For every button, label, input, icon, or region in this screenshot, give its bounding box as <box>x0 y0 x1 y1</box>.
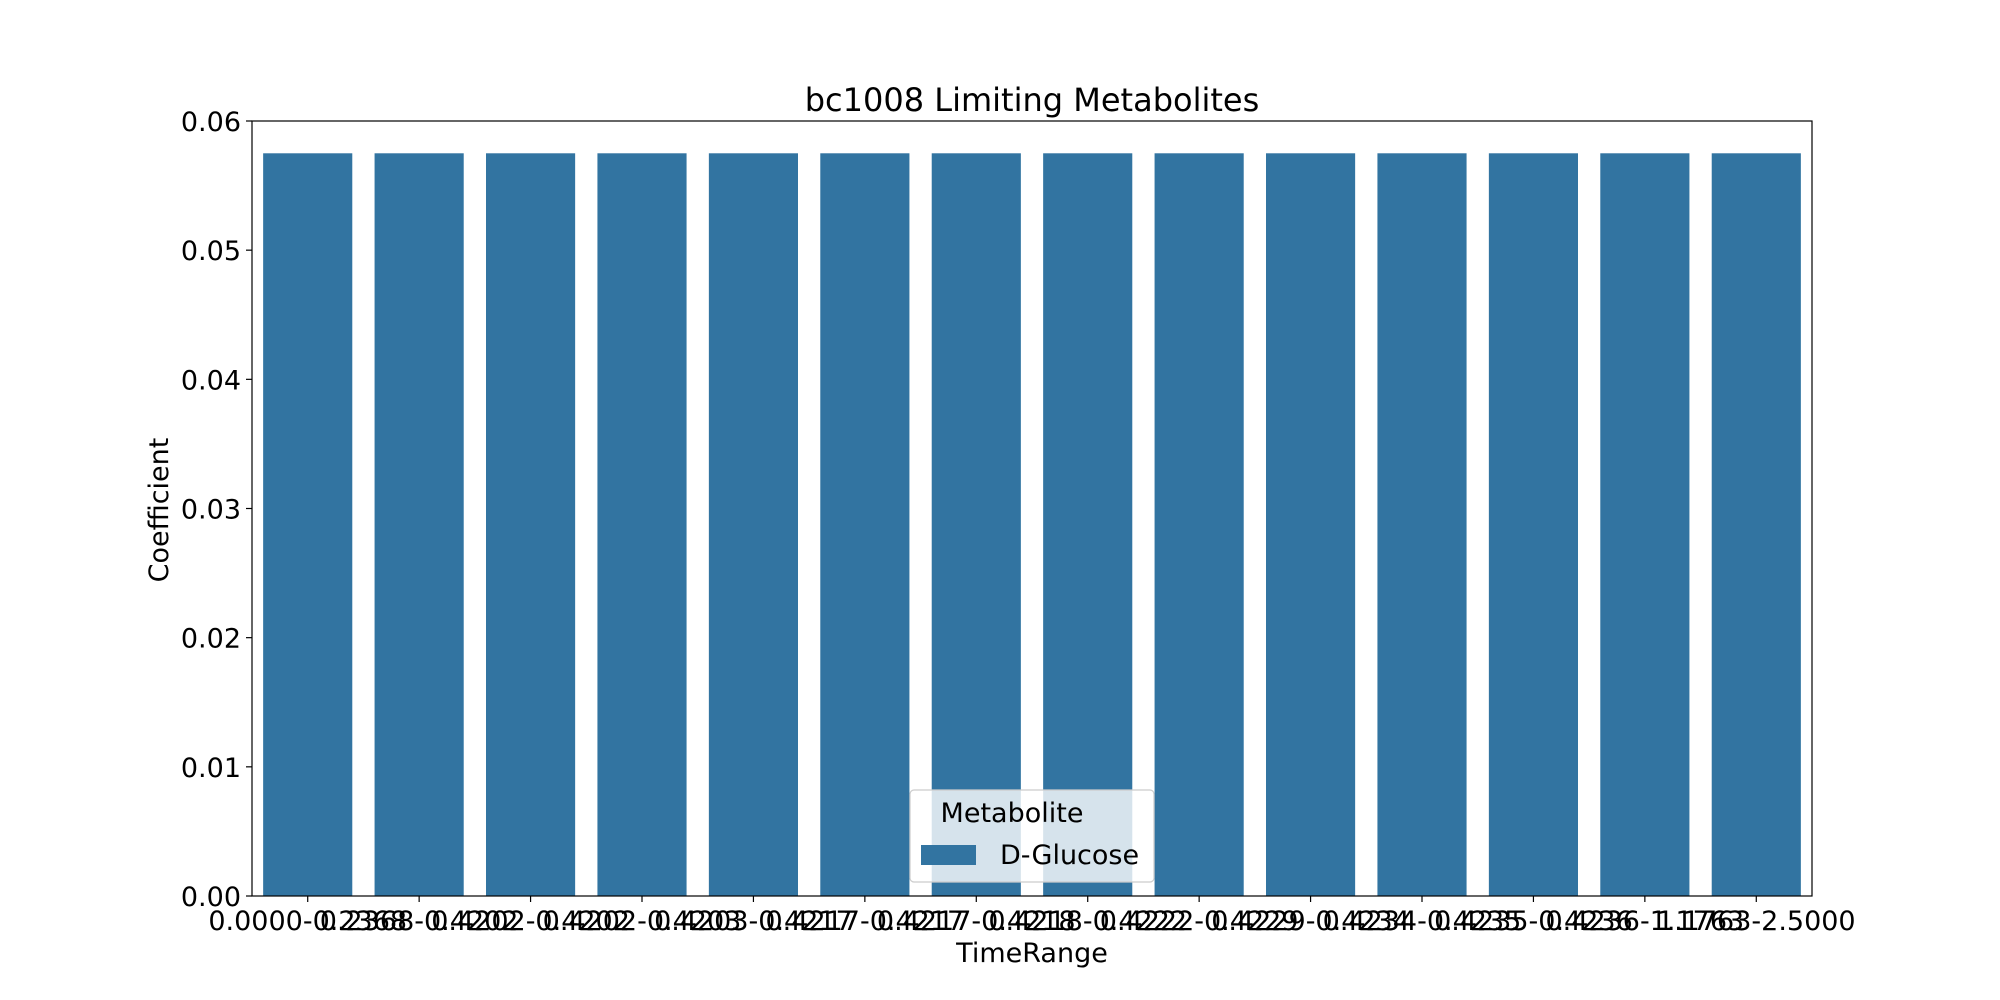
x-axis: 0.0000-0.23680.2368-0.42020.4202-0.42020… <box>208 896 1856 937</box>
y-tick-label: 0.03 <box>181 495 241 526</box>
x-tick-label: 0.0000-0.2368 <box>208 906 407 937</box>
chart-title: bc1008 Limiting Metabolites <box>805 81 1260 119</box>
y-tick-label: 0.05 <box>181 236 241 267</box>
x-tick-label: 0.4236-1.1763 <box>1546 906 1745 937</box>
x-tick-label: 0.4234-0.4235 <box>1323 906 1522 937</box>
legend-swatch-d-glucose <box>921 845 976 865</box>
x-tick-label: 0.2368-0.4202 <box>320 906 519 937</box>
bar-10 <box>1377 153 1467 896</box>
legend: Metabolite D-Glucose <box>909 789 1155 883</box>
y-axis-label: Coefficient <box>144 438 175 583</box>
plot-frame <box>251 120 1813 897</box>
x-tick-label: 0.4202-0.4203 <box>543 906 742 937</box>
y-tick-label: 0.04 <box>181 365 241 396</box>
bar-5 <box>820 153 910 896</box>
legend-label-d-glucose: D-Glucose <box>1000 840 1139 871</box>
x-tick-label: 0.4235-0.4236 <box>1434 906 1633 937</box>
x-tick-label: 0.4218-0.4222 <box>988 906 1187 937</box>
bar-7 <box>1043 153 1133 896</box>
bar-13 <box>1711 153 1801 896</box>
x-tick-label: 0.4217-0.4217 <box>766 906 965 937</box>
x-tick-label: 1.1763-2.5000 <box>1657 906 1856 937</box>
y-tick-label: 0.02 <box>181 624 241 655</box>
bar-1 <box>374 153 464 896</box>
bar-6 <box>931 153 1021 896</box>
y-tick-label: 0.00 <box>181 882 241 913</box>
bar-12 <box>1600 153 1690 896</box>
bar-0 <box>263 153 353 896</box>
x-axis-label: TimeRange <box>955 938 1108 969</box>
bar-9 <box>1266 153 1356 896</box>
x-tick-label: 0.4222-0.4229 <box>1100 906 1299 937</box>
bar-8 <box>1154 153 1244 896</box>
bars-group <box>263 153 1801 896</box>
x-tick-label: 0.4202-0.4202 <box>431 906 630 937</box>
x-tick-label: 0.4217-0.4218 <box>877 906 1076 937</box>
x-tick-label: 0.4229-0.4234 <box>1211 906 1410 937</box>
y-tick-label: 0.06 <box>181 107 241 138</box>
y-tick-label: 0.01 <box>181 753 241 784</box>
y-axis: 0.00 0.01 0.02 0.03 0.04 0.05 0.06 <box>181 107 252 913</box>
bar-4 <box>708 153 798 896</box>
x-tick-label: 0.4203-0.4217 <box>654 906 853 937</box>
bar-3 <box>597 153 687 896</box>
legend-title: Metabolite <box>941 798 1084 829</box>
bar-11 <box>1488 153 1578 896</box>
bar-2 <box>486 153 576 896</box>
